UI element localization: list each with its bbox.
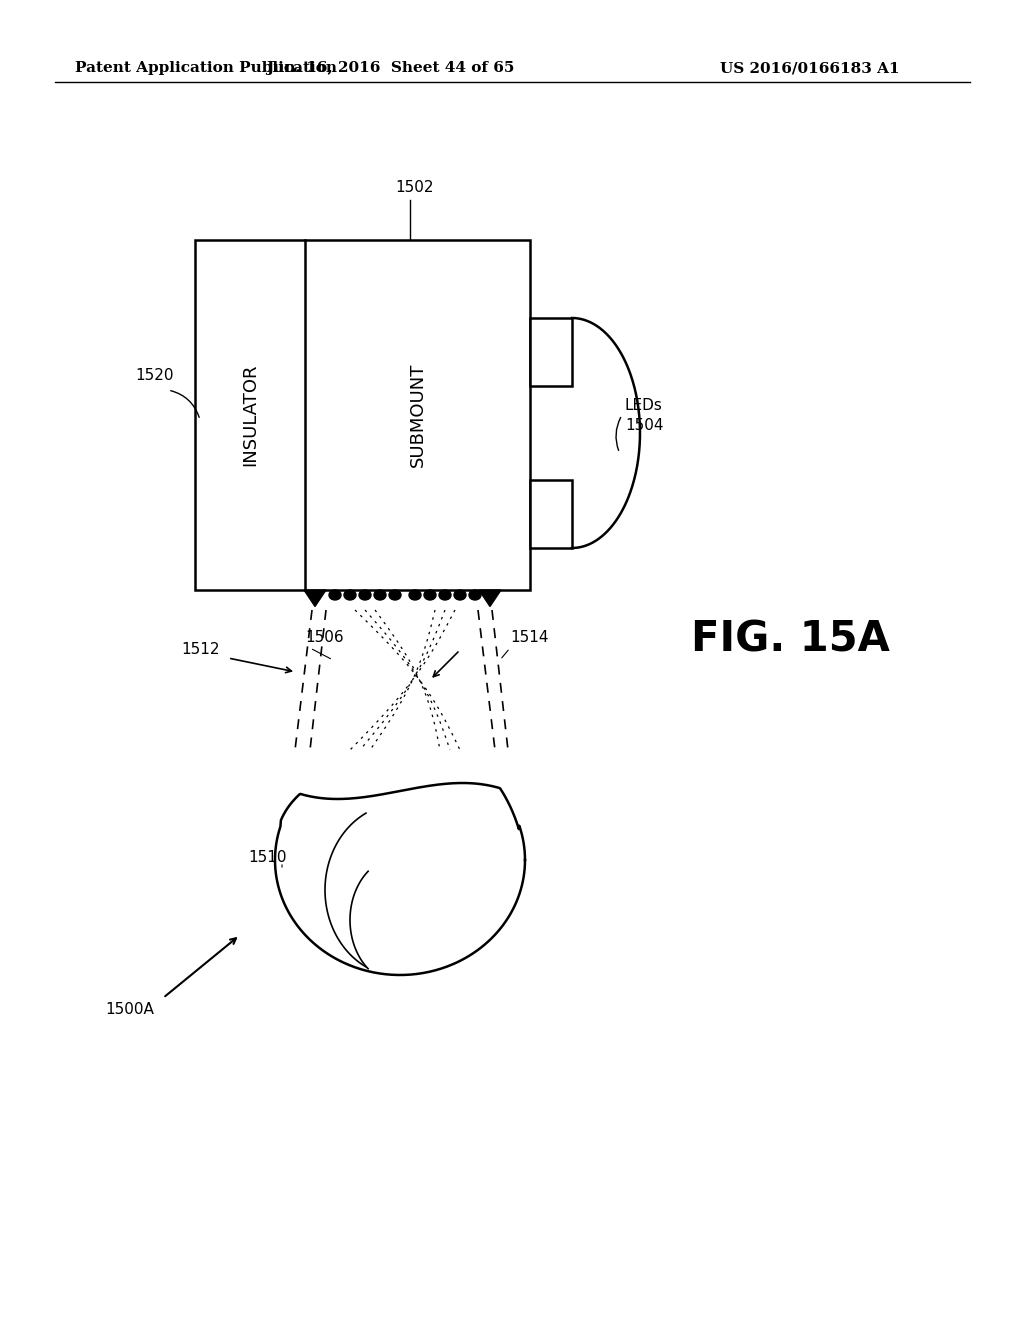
Ellipse shape — [469, 590, 481, 601]
Bar — [530, 318, 572, 385]
Text: 1512: 1512 — [181, 643, 220, 657]
Polygon shape — [479, 590, 501, 606]
Text: Jun. 16, 2016  Sheet 44 of 65: Jun. 16, 2016 Sheet 44 of 65 — [266, 61, 514, 75]
Ellipse shape — [389, 590, 401, 601]
Ellipse shape — [439, 590, 451, 601]
Ellipse shape — [409, 590, 421, 601]
Ellipse shape — [374, 590, 386, 601]
Ellipse shape — [359, 590, 371, 601]
Text: 1506: 1506 — [305, 631, 344, 645]
Text: 1504: 1504 — [625, 417, 664, 433]
Ellipse shape — [344, 590, 356, 601]
Text: 1520: 1520 — [136, 367, 174, 383]
Bar — [530, 480, 572, 548]
Text: INSULATOR: INSULATOR — [241, 364, 259, 466]
Text: SUBMOUNT: SUBMOUNT — [409, 363, 427, 467]
Text: 1502: 1502 — [395, 180, 434, 195]
Ellipse shape — [454, 590, 466, 601]
Text: LEDs: LEDs — [625, 397, 663, 412]
Ellipse shape — [424, 590, 436, 601]
Ellipse shape — [329, 590, 341, 601]
Text: US 2016/0166183 A1: US 2016/0166183 A1 — [720, 61, 900, 75]
Polygon shape — [304, 590, 326, 606]
Bar — [195, 240, 530, 590]
Text: 1500A: 1500A — [105, 1002, 155, 1018]
Text: Patent Application Publication: Patent Application Publication — [75, 61, 337, 75]
Text: 1510: 1510 — [249, 850, 288, 866]
Text: 1514: 1514 — [510, 631, 549, 645]
Text: FIG. 15A: FIG. 15A — [690, 619, 890, 661]
